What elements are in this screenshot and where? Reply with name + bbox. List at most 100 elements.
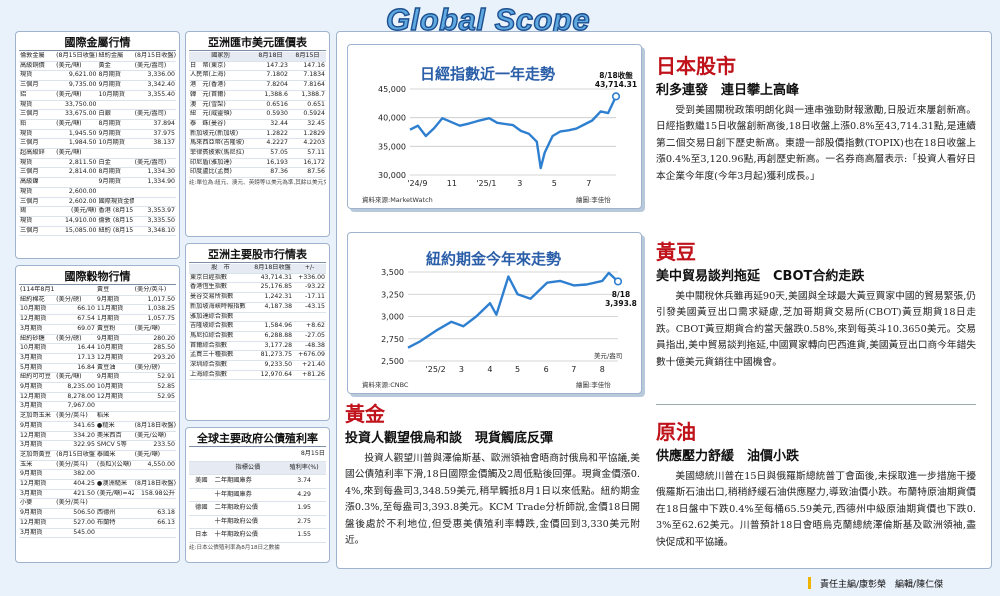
- table-cell: (美分/磅): [55, 334, 96, 345]
- table-cell: [97, 100, 134, 111]
- table-row: 港 元(香港) 7.8204 7.8164: [189, 80, 326, 91]
- table-cell: 芝加哥玉米: [19, 411, 56, 422]
- table-cell: 341.65: [55, 421, 96, 432]
- table-header-row: 股 市 8月18日收盤 +/-: [189, 264, 326, 274]
- table-cell: (美分/英斗): [133, 286, 176, 296]
- annotation-value: 43,714.31: [595, 80, 637, 89]
- table-cell: (8月18日收盤): [133, 421, 176, 432]
- chart1-editor: 繪圖:李佳怡: [576, 196, 611, 204]
- table-row: 十年期國庫券 4.29: [189, 488, 326, 502]
- table-cell: 11月期貨: [95, 304, 134, 316]
- table-cell: 高級銅價: [19, 61, 56, 72]
- table-row: 紐約砂糖 (美分/磅) 9月期貨 280.20: [19, 334, 176, 345]
- table-cell: 43,714.31: [252, 273, 294, 284]
- y-tick-label: 35,000: [378, 142, 406, 151]
- x-tick-label: 5: [515, 365, 520, 374]
- table-cell: [133, 528, 176, 539]
- table-cell: 泰國米: [95, 450, 134, 461]
- stocks-table: 股 市 8月18日收盤 +/- 東京日經指數 43,714.31 +336.00 香港恆生指…: [189, 264, 326, 381]
- table-cell: 6,288.88: [252, 331, 294, 342]
- annotation-value: 3,393.8: [605, 299, 637, 308]
- oil-section: 原油: [656, 420, 696, 444]
- table-row: 12月期貨 527.00 布蘭特 66.13: [19, 518, 176, 529]
- table-cell: (美分/英斗): [55, 460, 96, 471]
- bond-yield: 4.29: [282, 488, 326, 502]
- table-cell: +21.40: [293, 360, 326, 371]
- chart2-box: 紐約期金今年來走勢 2,500 2,750 3,000 3,250 3,500 '25/2…: [347, 232, 642, 394]
- table-cell: 吉隆坡綜合指數: [189, 321, 253, 332]
- gold-article: 黃金 投資人觀望俄烏和談 現貨觸底反彈 投資人觀望川普與澤倫斯基、歐洲領袖會晤商…: [345, 402, 640, 549]
- japan-body: 受到美國關稅政策明朗化與一連串強勁財報激勵,日股近來屢創新高。日經指數繼15日收…: [656, 105, 976, 182]
- table-cell: 人民幣(上海): [189, 70, 253, 82]
- table-cell: 1,038.25: [133, 304, 176, 316]
- table-cell: 16,193: [252, 158, 289, 169]
- table-cell: 4.2203: [289, 138, 326, 150]
- table-cell: 12月期貨: [19, 314, 56, 325]
- table-cell: 69.07: [55, 324, 96, 335]
- table-row: 錫(美元/噸)香港 (8月15日)3,353.97: [19, 206, 176, 217]
- table-row: 3月期貨 7,967.00: [19, 401, 176, 413]
- table-cell: -43.15: [293, 302, 326, 313]
- table-cell: 1,388.6: [252, 90, 289, 101]
- table-cell: 33,675.00: [55, 109, 98, 120]
- table-cell: 現貨: [19, 100, 56, 111]
- table-cell: 日 幣(東京): [189, 61, 253, 72]
- table-cell: 9,621.00: [55, 70, 98, 82]
- table-cell: 12月期貨: [19, 431, 56, 442]
- table-row: 小麥 (美分/英斗): [19, 498, 176, 510]
- column-header: 8月15日: [289, 52, 326, 62]
- table-cell: 白金: [97, 158, 134, 169]
- table-row: 紐 元(威靈頓) 0.5930 0.5924: [189, 109, 326, 120]
- chart2-title: 紐約期金今年來走勢: [426, 250, 562, 268]
- x-tick-label: 4: [487, 365, 492, 374]
- x-tick-label: '25/1: [476, 179, 496, 188]
- soy-body: 美中關稅休兵雖再延90天,美國與全球最大黃豆買家中國的貿易緊張,仍引發美國黃豆出…: [656, 291, 976, 368]
- table-cell: 52.95: [133, 392, 176, 403]
- table-cell: 32.45: [289, 119, 326, 130]
- table-cell: [133, 411, 176, 422]
- table-cell: [133, 401, 176, 413]
- table-cell: (8月15日收盤): [55, 450, 96, 461]
- table-cell: 57.05: [252, 148, 289, 159]
- table-cell: 現貨: [19, 70, 56, 82]
- table-row: 東京日經指數 43,714.31 +336.00: [189, 273, 326, 284]
- column-header: 8月18日收盤: [252, 264, 294, 274]
- table-cell: 1,017.50: [133, 295, 176, 306]
- section-divider: [656, 404, 976, 405]
- table-cell: 2,600.00: [55, 187, 98, 198]
- table-cell: 布蘭特: [95, 518, 134, 529]
- table-cell: 7.8164: [289, 80, 326, 91]
- y-tick-label: 3,250: [381, 290, 404, 299]
- table-cell: 10月期貨: [95, 382, 134, 393]
- x-tick-label: 6: [544, 365, 549, 374]
- y-tick-label: 40,000: [378, 114, 406, 123]
- table-cell: 紐約可可豆: [19, 372, 56, 384]
- table-cell: 9月期貨: [95, 334, 134, 345]
- table-cell: (美元/盎司): [133, 158, 176, 169]
- table-cell: 菲律賓披索(馬尼拉): [189, 148, 253, 159]
- table-cell: (美元/噸): [55, 61, 98, 72]
- x-tick-label: 7: [586, 179, 591, 188]
- table-cell: 2,814.00: [55, 167, 98, 179]
- table-cell: 紐 元(威靈頓): [189, 109, 253, 120]
- table-cell: 1,242.31: [252, 292, 294, 303]
- table-cell: (美元/公噸): [133, 431, 176, 442]
- table-cell: [133, 100, 176, 111]
- bond-country: [189, 488, 214, 502]
- table-cell: 87.56: [289, 167, 326, 179]
- table-row: 印尼盾(雅加達) 16,193 16,172: [189, 158, 326, 169]
- table-cell: [55, 286, 96, 296]
- table-cell: 倫敦 (8月15日): [97, 216, 134, 227]
- table-row: 上海綜合指數 12,970.64 +81.26: [189, 370, 326, 381]
- table-cell: (美元/噸): [55, 206, 98, 217]
- series-line: [409, 95, 618, 170]
- table-cell: -27.05: [293, 331, 326, 342]
- table-cell: 12月期貨: [95, 392, 134, 403]
- column-header: +/-: [293, 264, 326, 274]
- table-row: 韓 元(首爾) 1,388.6 1,388.7: [189, 90, 326, 101]
- fx-note: 註:單位為:紐元、澳元、英鎊等以美元為準,其餘以美元兌換當地貨幣: [189, 180, 326, 187]
- table-cell: 8月期貨: [97, 167, 134, 179]
- table-cell: 63.18: [133, 508, 176, 519]
- table-row: 9月期貨 8,235.00 10月期貨 52.85: [19, 382, 176, 393]
- table-cell: 37.894: [133, 119, 176, 130]
